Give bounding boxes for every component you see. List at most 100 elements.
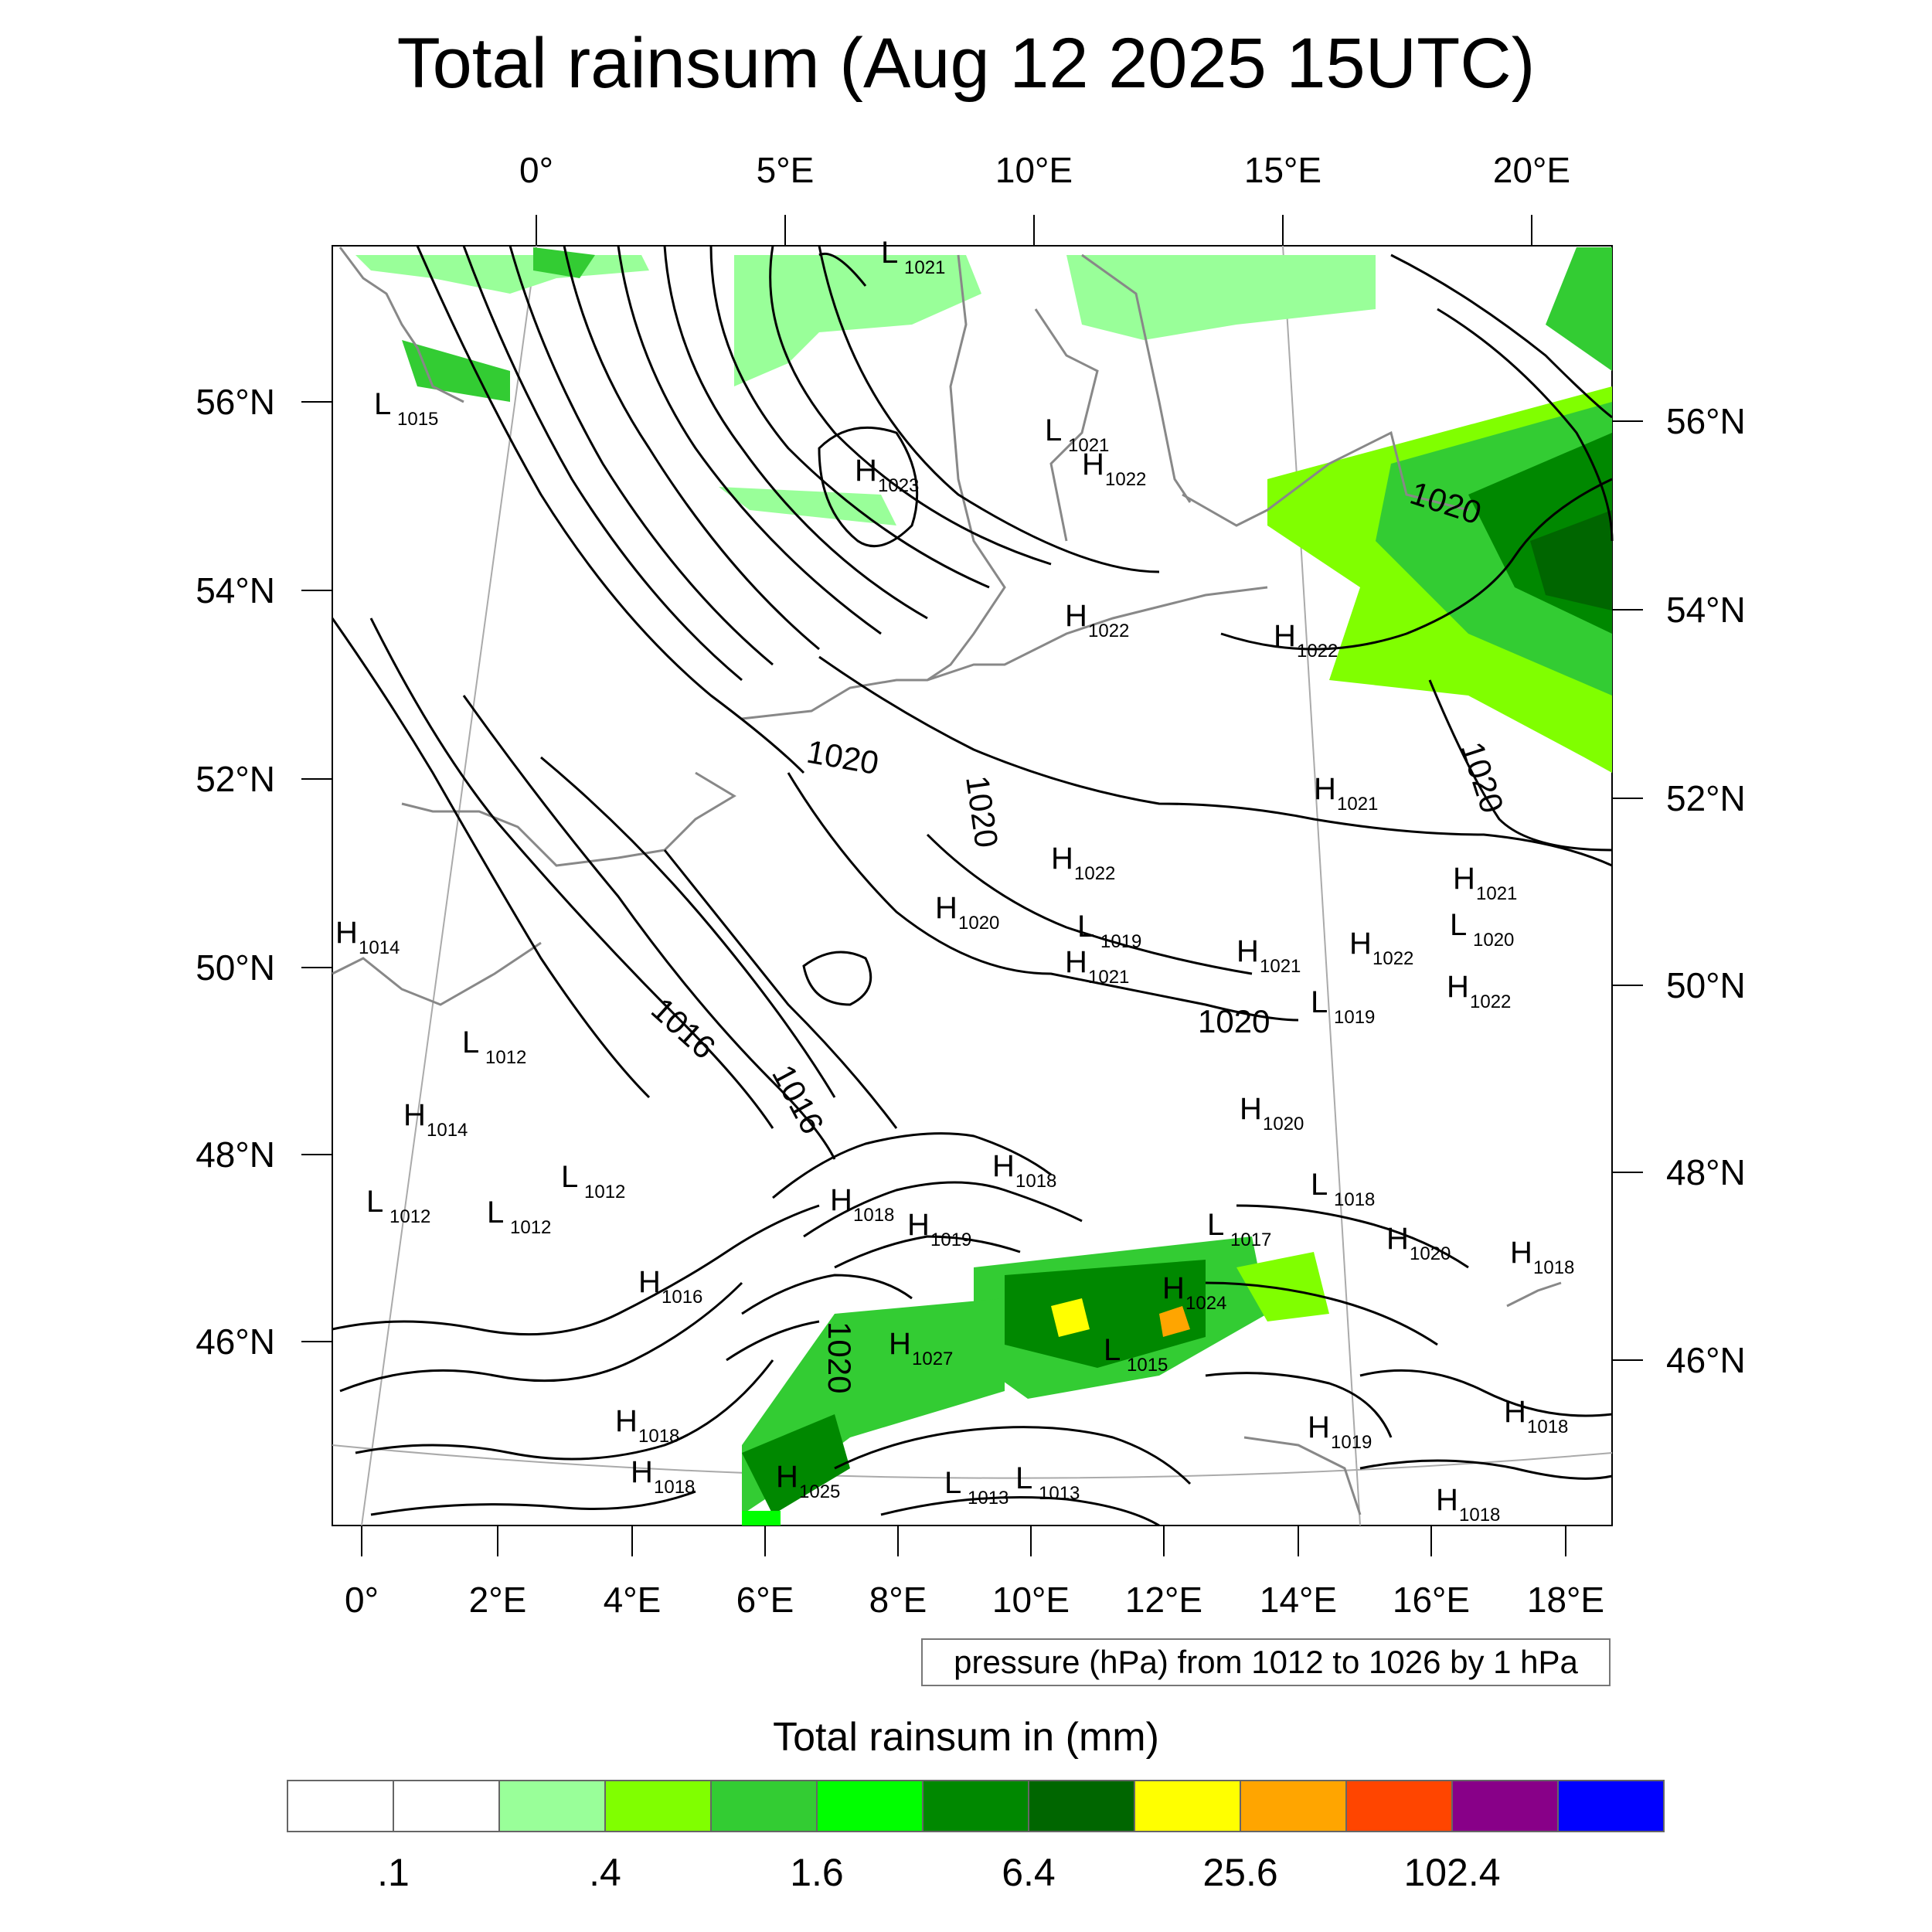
svg-text:L: L bbox=[366, 1185, 383, 1219]
svg-text:1020: 1020 bbox=[1263, 1114, 1304, 1134]
svg-text:H: H bbox=[1236, 934, 1259, 968]
pressure-center: H 1018 bbox=[631, 1455, 695, 1498]
svg-text:1020: 1020 bbox=[1410, 1243, 1451, 1264]
bottom-axis-labels: 0° 2°E 4°E 6°E 8°E 10°E 12°E 14°E 16°E 1… bbox=[345, 1580, 1604, 1620]
svg-text:1018: 1018 bbox=[1527, 1417, 1568, 1437]
svg-text:1022: 1022 bbox=[1105, 469, 1146, 490]
pressure-center: H 1022 bbox=[1447, 970, 1511, 1012]
svg-text:1021: 1021 bbox=[904, 257, 945, 278]
pressure-center: H 1022 bbox=[1274, 619, 1338, 662]
left-axis-labels: 56°N 54°N 52°N 50°N 48°N 46°N bbox=[196, 382, 275, 1362]
colorbar-swatch bbox=[1557, 1780, 1665, 1832]
colorbar-tick-label: 102.4 bbox=[1403, 1851, 1500, 1894]
left-axis-label: 56°N bbox=[196, 382, 275, 422]
contour-info: pressure (hPa) from 1012 to 1026 by 1 hP… bbox=[921, 1638, 1611, 1686]
bottom-axis-label: 16°E bbox=[1393, 1580, 1470, 1620]
svg-text:H: H bbox=[335, 916, 358, 950]
colorbar-swatch bbox=[710, 1780, 818, 1832]
svg-text:1018: 1018 bbox=[1334, 1189, 1375, 1210]
svg-text:H: H bbox=[1447, 970, 1469, 1004]
svg-text:1025: 1025 bbox=[799, 1481, 840, 1502]
svg-text:1014: 1014 bbox=[359, 937, 400, 958]
colorbar-tick-label: .4 bbox=[589, 1851, 621, 1894]
svg-text:1018: 1018 bbox=[1533, 1257, 1574, 1278]
bottom-axis-label: 10°E bbox=[992, 1580, 1070, 1620]
svg-text:1022: 1022 bbox=[1088, 621, 1129, 641]
svg-text:1015: 1015 bbox=[1127, 1355, 1168, 1376]
left-axis-label: 46°N bbox=[196, 1321, 275, 1362]
pressure-center: L 1017 bbox=[1207, 1208, 1271, 1250]
left-axis-label: 52°N bbox=[196, 759, 275, 799]
precipitation-field bbox=[355, 247, 1612, 1526]
right-axis-label: 52°N bbox=[1666, 778, 1746, 818]
svg-text:L: L bbox=[1077, 910, 1094, 944]
svg-text:1018: 1018 bbox=[654, 1477, 695, 1498]
svg-text:L: L bbox=[561, 1160, 578, 1194]
svg-text:1013: 1013 bbox=[1039, 1483, 1080, 1504]
svg-text:1018: 1018 bbox=[853, 1205, 894, 1226]
svg-text:1021: 1021 bbox=[1260, 956, 1301, 977]
svg-text:H: H bbox=[615, 1404, 638, 1438]
pressure-center: H 1022 bbox=[1082, 447, 1146, 490]
pressure-center: L 1020 bbox=[1450, 908, 1514, 951]
left-axis-label: 54°N bbox=[196, 570, 275, 611]
right-axis-label: 46°N bbox=[1666, 1340, 1746, 1380]
svg-text:H: H bbox=[1510, 1236, 1532, 1270]
top-axis-label: 20°E bbox=[1493, 150, 1570, 190]
svg-text:1017: 1017 bbox=[1230, 1230, 1271, 1250]
svg-text:L: L bbox=[1311, 1168, 1328, 1202]
svg-text:1012: 1012 bbox=[584, 1182, 625, 1202]
svg-text:L: L bbox=[462, 1026, 479, 1060]
svg-text:1022: 1022 bbox=[1074, 863, 1115, 884]
pressure-center: H 1024 bbox=[1162, 1271, 1226, 1314]
svg-text:1012: 1012 bbox=[510, 1217, 551, 1238]
svg-text:H: H bbox=[1065, 945, 1087, 979]
pressure-center: L 1013 bbox=[1015, 1461, 1080, 1504]
svg-text:H: H bbox=[776, 1460, 798, 1494]
pressure-center: H 1021 bbox=[1314, 772, 1378, 815]
svg-text:1018: 1018 bbox=[638, 1426, 679, 1447]
svg-text:1021: 1021 bbox=[1337, 794, 1378, 815]
bottom-axis-label: 12°E bbox=[1125, 1580, 1202, 1620]
svg-text:H: H bbox=[1162, 1271, 1185, 1305]
pressure-center: L 1012 bbox=[366, 1185, 430, 1227]
colorbar-tick-label: 1.6 bbox=[790, 1851, 844, 1894]
right-axis-ticks bbox=[1612, 420, 1643, 1361]
colorbar-swatch bbox=[816, 1780, 923, 1832]
pressure-center: H 1019 bbox=[907, 1208, 971, 1250]
svg-text:H: H bbox=[1308, 1410, 1330, 1444]
bottom-axis-label: 2°E bbox=[469, 1580, 527, 1620]
pressure-center: H 1018 bbox=[830, 1183, 894, 1226]
bottom-axis-ticks bbox=[361, 1526, 1566, 1556]
svg-text:1022: 1022 bbox=[1470, 992, 1511, 1012]
pressure-center: L 1019 bbox=[1077, 910, 1141, 952]
svg-text:L: L bbox=[1045, 413, 1062, 447]
svg-text:H: H bbox=[889, 1327, 911, 1361]
pressure-center: L 1021 bbox=[1045, 413, 1109, 456]
svg-text:H: H bbox=[403, 1098, 426, 1132]
bottom-axis-label: 14°E bbox=[1260, 1580, 1337, 1620]
pressure-center: H 1022 bbox=[1349, 927, 1413, 969]
svg-text:H: H bbox=[1082, 447, 1104, 481]
svg-text:H: H bbox=[1314, 772, 1336, 806]
svg-text:H: H bbox=[1453, 862, 1475, 896]
svg-text:1022: 1022 bbox=[1372, 948, 1413, 969]
left-axis-ticks bbox=[301, 401, 332, 1342]
bottom-axis-label: 4°E bbox=[604, 1580, 662, 1620]
pressure-center: L 1015 bbox=[374, 387, 438, 430]
svg-text:L: L bbox=[1015, 1461, 1032, 1495]
colorbar-swatch bbox=[287, 1780, 394, 1832]
svg-text:H: H bbox=[1436, 1483, 1458, 1517]
svg-text:H: H bbox=[855, 454, 877, 488]
svg-text:H: H bbox=[1504, 1395, 1526, 1429]
colorbar-swatch bbox=[922, 1780, 1029, 1832]
left-axis-label: 48°N bbox=[196, 1134, 275, 1175]
svg-text:1019: 1019 bbox=[1334, 1007, 1375, 1028]
svg-text:L: L bbox=[944, 1466, 961, 1500]
pressure-center: H 1020 bbox=[1240, 1092, 1304, 1134]
svg-text:L: L bbox=[881, 236, 898, 270]
pressure-center: H 1021 bbox=[1065, 945, 1129, 988]
top-axis-ticks bbox=[536, 215, 1532, 246]
top-axis-labels: 0° 5°E 10°E 15°E 20°E bbox=[519, 150, 1570, 190]
svg-text:L: L bbox=[487, 1196, 504, 1230]
